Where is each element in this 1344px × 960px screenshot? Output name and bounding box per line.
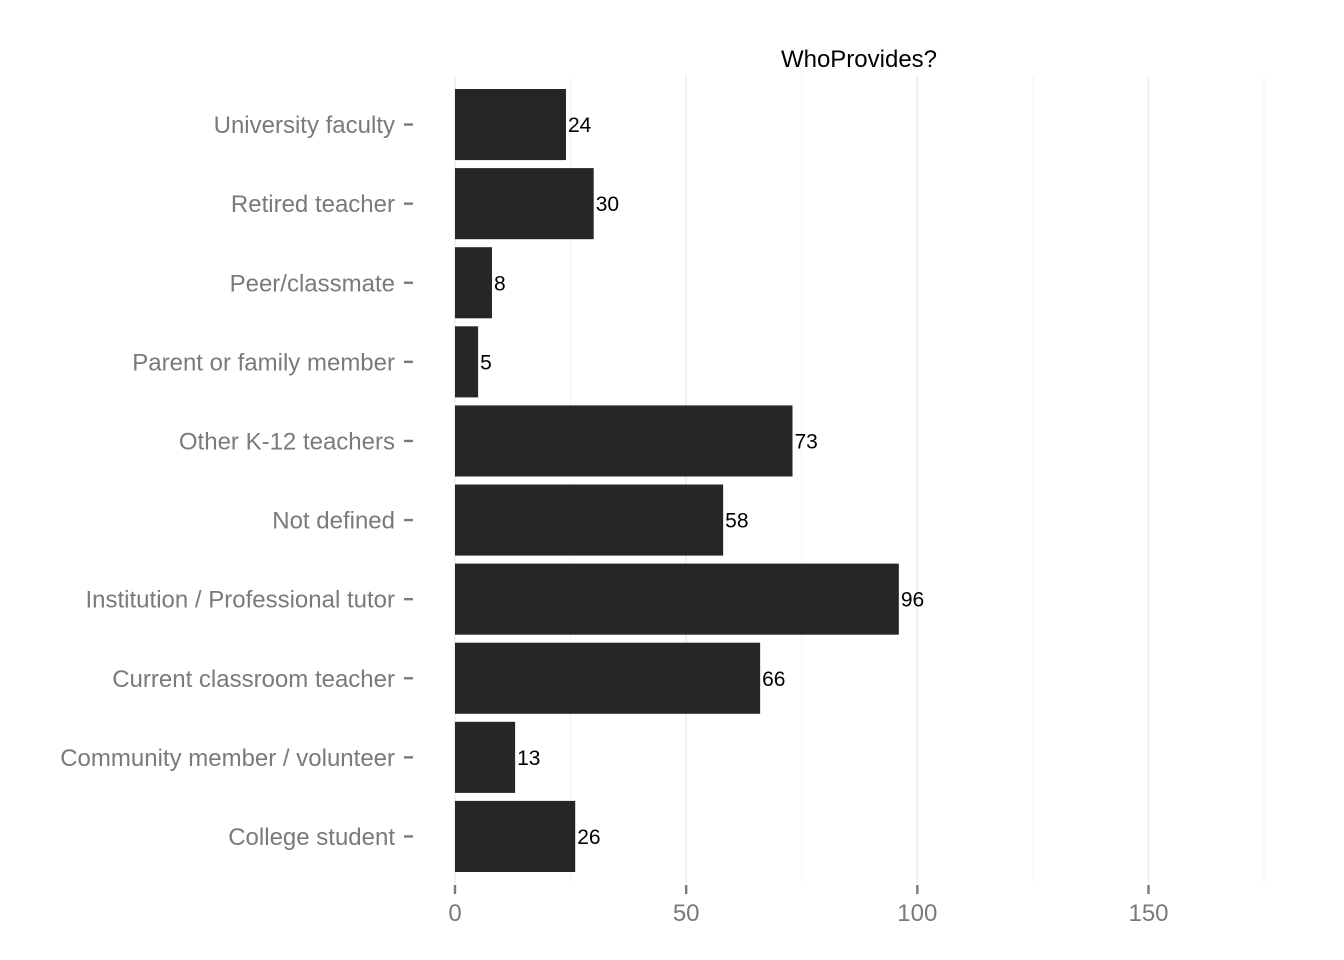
bar xyxy=(455,326,479,398)
bar xyxy=(455,484,724,556)
category-label: Retired teacher xyxy=(231,191,395,218)
data-label: 66 xyxy=(762,668,785,691)
x-tick-label: 150 xyxy=(1128,900,1168,927)
bar xyxy=(455,168,594,240)
y-axis: College student Community member / volunt… xyxy=(60,112,413,851)
category-label: Community member / volunteer xyxy=(60,745,395,772)
data-label: 73 xyxy=(795,430,818,453)
data-label: 8 xyxy=(494,272,506,295)
category-label: Parent or family member xyxy=(132,349,395,376)
x-tick-label: 100 xyxy=(897,900,937,927)
data-label: 96 xyxy=(901,589,924,612)
bars xyxy=(455,89,899,872)
bar xyxy=(455,642,761,714)
x-tick-label: 0 xyxy=(448,900,461,927)
category-label: College student xyxy=(228,824,395,851)
bar xyxy=(455,89,566,161)
bar xyxy=(455,405,793,477)
category-label: Peer/classmate xyxy=(230,270,395,297)
category-label: Other K-12 teachers xyxy=(179,428,395,455)
data-label: 26 xyxy=(577,826,600,849)
data-label: 30 xyxy=(596,193,619,216)
chart-title: WhoProvides? xyxy=(781,46,937,73)
data-label: 13 xyxy=(517,747,540,770)
category-label: Institution / Professional tutor xyxy=(86,587,396,614)
category-label: Current classroom teacher xyxy=(112,666,395,693)
data-label: 58 xyxy=(725,510,748,533)
x-tick-label: 50 xyxy=(673,900,700,927)
bar xyxy=(455,800,576,872)
bar xyxy=(455,721,516,793)
x-axis: 0 50 100 150 xyxy=(448,885,1169,927)
category-label: Not defined xyxy=(272,508,395,535)
bar xyxy=(455,563,899,635)
bar xyxy=(455,247,492,319)
data-label: 5 xyxy=(480,351,492,374)
data-label: 24 xyxy=(568,114,592,137)
category-label: University faculty xyxy=(214,112,395,139)
